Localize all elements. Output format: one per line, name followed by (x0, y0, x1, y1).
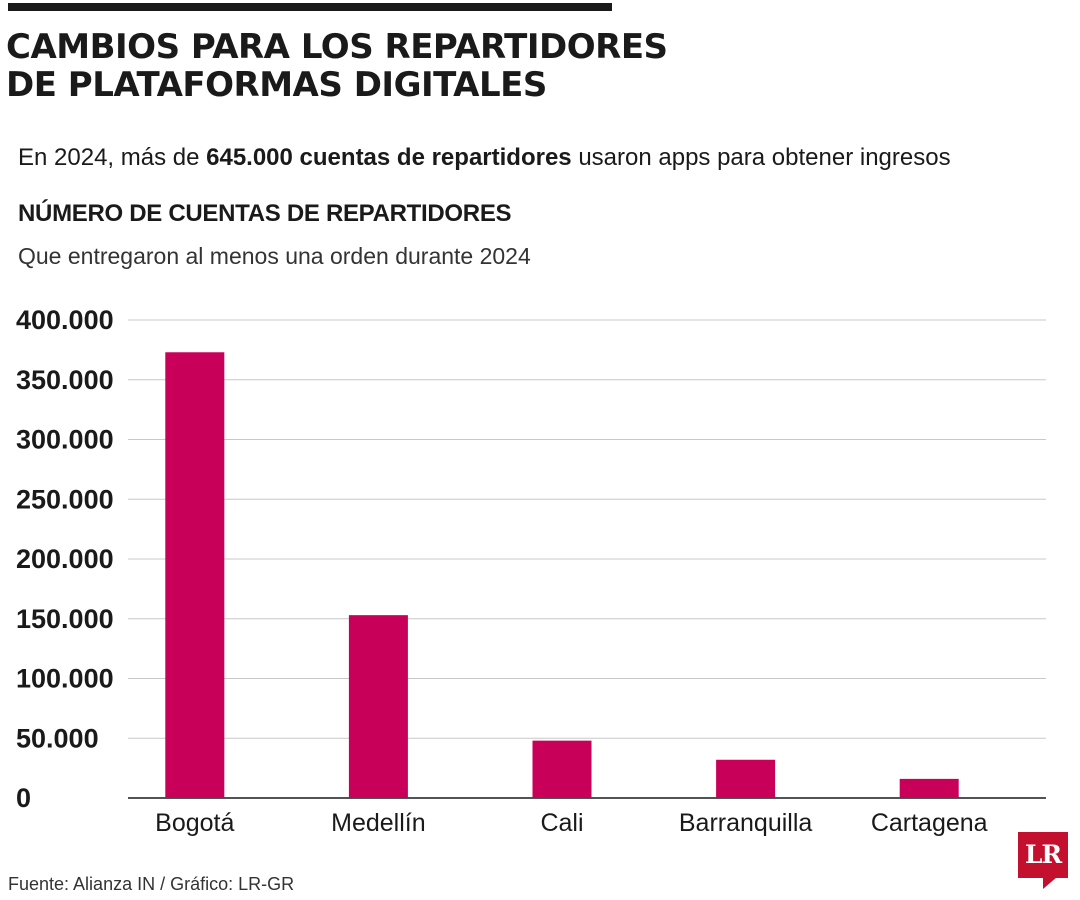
bars (165, 352, 959, 798)
y-tick-label: 400.000 (16, 305, 114, 335)
grid-lines (128, 319, 1046, 799)
y-tick-label: 50.000 (16, 723, 99, 753)
x-axis-tick-labels: Bogotá Medellín Cali Barranquilla Cartagena (155, 809, 987, 837)
x-tick-label: Cali (540, 809, 583, 837)
bar-2 (348, 615, 408, 798)
x-tick-label: Medellín (331, 809, 426, 837)
x-tick-label: Cartagena (871, 809, 988, 837)
top-rule (8, 3, 612, 11)
bar-3 (532, 740, 592, 798)
chart-title: NÚMERO DE CUENTAS DE REPARTIDORES (18, 200, 512, 227)
title-line-1: CAMBIOS PARA LOS REPARTIDORES (6, 27, 668, 67)
y-axis-tick-labels: 0 50.000 100.000 150.000 200.000 250.000 300.0… (16, 305, 114, 813)
x-tick-label: Bogotá (155, 809, 234, 837)
bar-5 (899, 778, 959, 798)
y-tick-label: 0 (16, 783, 31, 813)
page-subtitle: En 2024, más de 645.000 cuentas de repar… (18, 143, 951, 173)
chart-subtitle: Que entregaron al menos una orden durant… (18, 243, 531, 269)
subtitle-post: usaron apps para obtener ingresos (571, 144, 951, 171)
y-tick-label: 200.000 (16, 544, 114, 574)
lr-logo-tail (1043, 877, 1057, 889)
lr-logo: LR (1018, 832, 1068, 878)
subtitle-pre: En 2024, más de (18, 144, 207, 171)
page-title: CAMBIOS PARA LOS REPARTIDORES DE PLATAFO… (6, 28, 668, 104)
source-credit: Fuente: Alianza IN / Gráfico: LR-GR (8, 874, 295, 894)
y-tick-label: 250.000 (16, 484, 114, 514)
y-tick-label: 300.000 (16, 425, 114, 455)
bar-1 (165, 352, 225, 798)
y-tick-label: 100.000 (16, 664, 114, 694)
subtitle-highlight: 645.000 cuentas de repartidores (206, 144, 572, 171)
title-line-2: DE PLATAFORMAS DIGITALES (6, 65, 547, 105)
y-tick-label: 350.000 (16, 365, 114, 395)
x-tick-label: Barranquilla (679, 809, 813, 837)
bar-chart: 0 50.000 100.000 150.000 200.000 250.000 300.0… (16, 305, 1046, 837)
bar-4 (716, 759, 776, 798)
y-tick-label: 150.000 (16, 604, 114, 634)
